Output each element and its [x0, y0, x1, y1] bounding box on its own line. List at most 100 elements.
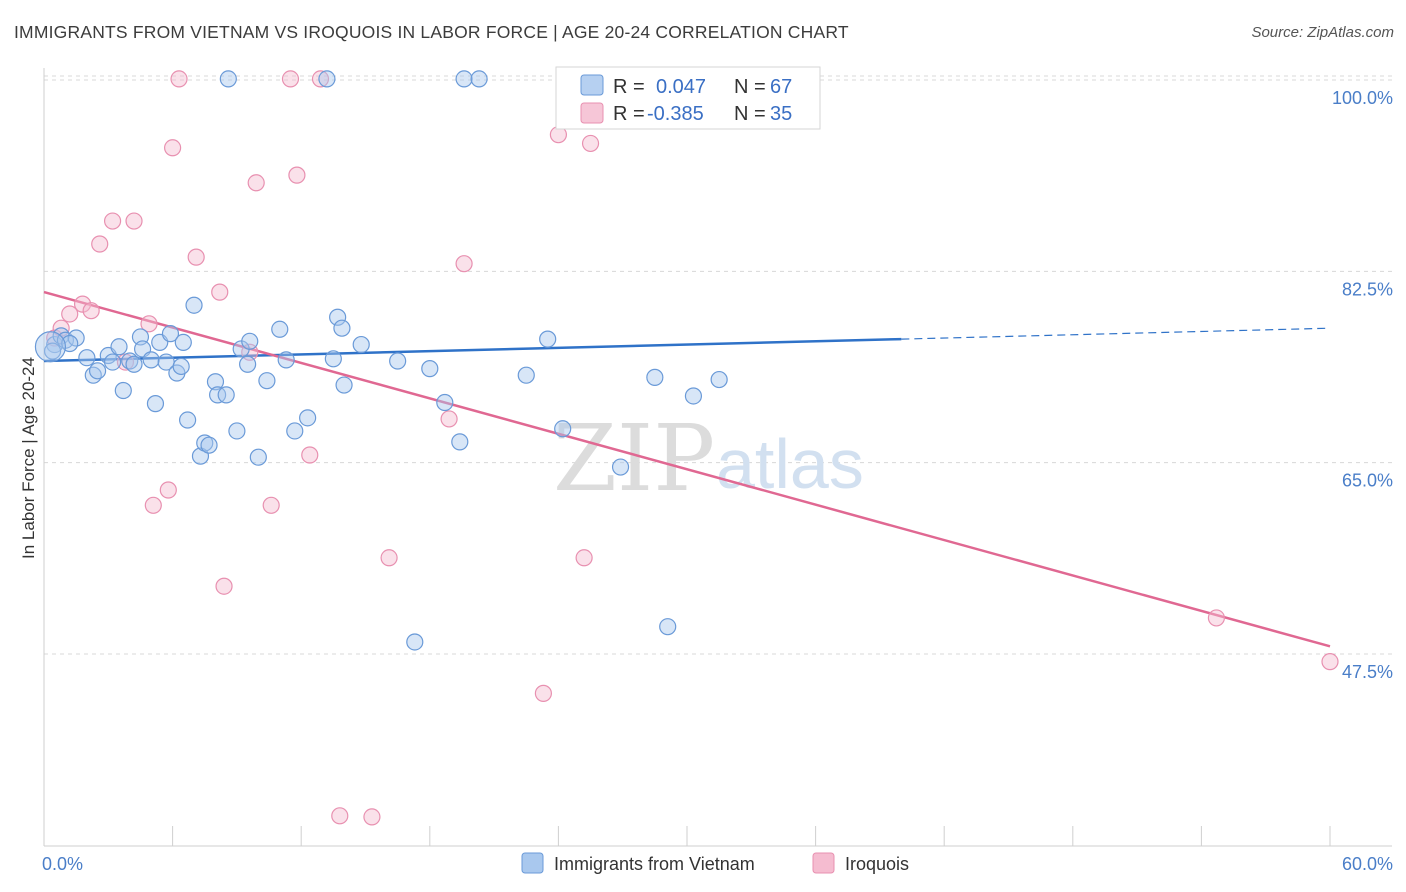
point-vietnam-57	[684, 387, 703, 405]
point-iroquois-23	[311, 70, 330, 88]
point-vietnam-28	[206, 373, 225, 391]
point-iroquois-34	[1321, 653, 1339, 671]
point-vietnam-21	[172, 357, 190, 376]
point-vietnam-65	[43, 342, 62, 360]
legend-label-vietnam[interactable]: Immigrants from Vietnam	[554, 854, 755, 874]
point-iroquois-16	[215, 577, 233, 595]
point-iroquois-26	[380, 549, 398, 567]
stats-r-value-vietnam: 0.047	[656, 76, 706, 98]
point-iroquois-28	[455, 255, 473, 273]
point-vietnam-42	[329, 308, 347, 326]
stats-r-label-iroquois: R =	[613, 103, 645, 125]
stats-swatch-iroquois	[580, 102, 604, 124]
point-iroquois-29	[534, 684, 552, 702]
point-vietnam-56	[659, 618, 677, 636]
point-vietnam-22	[174, 333, 192, 351]
x-tick-label-1: 60.0%	[1342, 854, 1393, 874]
point-vietnam-cluster	[34, 331, 67, 363]
tick-labels: 47.5% 65.0% 82.5% 100.0% 0.0% 60.0%	[42, 88, 1393, 874]
point-vietnam-27	[200, 436, 218, 454]
axes	[43, 68, 1392, 847]
point-vietnam-35	[249, 448, 267, 466]
point-vietnam-51	[517, 366, 535, 384]
point-vietnam-19	[161, 325, 180, 343]
y-tick-label-2: 82.5%	[1342, 279, 1393, 299]
point-vietnam-9	[110, 338, 128, 356]
stats-n-value-iroquois: 35	[770, 103, 792, 125]
chart-source: Source: ZipAtlas.com	[1251, 24, 1394, 41]
point-iroquois-19	[262, 496, 280, 514]
point-vietnam-4	[78, 349, 96, 367]
point-iroquois-8	[125, 212, 143, 230]
legend-swatch-vietnam[interactable]	[521, 852, 544, 874]
point-vietnam-31	[228, 422, 246, 440]
point-vietnam-36	[258, 372, 276, 390]
point-iroquois-14	[187, 248, 205, 266]
point-vietnam-62	[470, 70, 488, 88]
point-iroquois-25	[363, 808, 381, 826]
point-vietnam-24	[185, 296, 203, 314]
point-vietnam-52	[539, 330, 557, 348]
stats-swatch-vietnam	[580, 74, 604, 96]
point-iroquois-9	[140, 315, 158, 333]
y-tick-label-1: 65.0%	[1342, 471, 1393, 491]
stats-r-value-iroquois: -0.385	[647, 103, 704, 125]
point-vietnam-53	[554, 420, 572, 438]
point-iroquois-6	[103, 212, 122, 230]
y-tick-label-0: 47.5%	[1342, 662, 1393, 682]
point-iroquois-5	[91, 235, 109, 253]
point-iroquois-21	[288, 166, 306, 184]
point-vietnam-47	[406, 633, 424, 651]
point-vietnam-8	[103, 353, 122, 371]
point-iroquois-2	[61, 305, 79, 323]
trend-line-vietnam	[43, 337, 902, 363]
stats-n-value-vietnam: 67	[770, 76, 792, 98]
legend: Immigrants from Vietnam Iroquois	[521, 852, 909, 874]
trend-line-vietnam-projection	[901, 327, 1331, 340]
point-vietnam-50	[451, 433, 469, 451]
point-vietnam-60	[318, 70, 336, 88]
y-tick-label-3: 100.0%	[1332, 88, 1393, 108]
point-iroquois-4	[82, 302, 100, 320]
point-iroquois-24	[331, 807, 349, 825]
legend-swatch-iroquois[interactable]	[812, 852, 835, 874]
point-vietnam-15	[142, 351, 160, 369]
point-vietnam-33	[239, 355, 257, 373]
stats-r-label-vietnam: R =	[613, 76, 645, 98]
point-iroquois-22	[301, 446, 319, 464]
point-vietnam-55	[646, 368, 664, 386]
point-vietnam-16	[146, 395, 165, 413]
stats-box: R = 0.047 N = 67 R = -0.385 N = 35	[555, 66, 821, 130]
point-vietnam-58	[710, 370, 728, 389]
point-vietnam-41	[324, 350, 342, 368]
watermark-zip: ZIP	[553, 405, 715, 512]
watermark-atlas: atlas	[716, 425, 864, 503]
point-vietnam-0	[46, 335, 64, 354]
point-iroquois-18	[247, 174, 265, 192]
point-iroquois-15	[211, 283, 229, 301]
trend-line-iroquois	[43, 290, 1331, 648]
point-vietnam-30	[217, 386, 235, 404]
point-vietnam-40	[299, 409, 317, 427]
point-iroquois-27	[440, 410, 458, 428]
watermark: ZIP atlas	[553, 405, 864, 512]
point-vietnam-38	[277, 351, 295, 369]
point-iroquois-33	[1207, 609, 1226, 627]
point-iroquois-10	[144, 496, 162, 514]
point-iroquois-20	[281, 70, 300, 88]
y-axis-title: In Labor Force | Age 20-24	[19, 357, 38, 559]
x-tick-label-0: 0.0%	[42, 854, 83, 874]
trend-lines	[43, 290, 1331, 648]
point-vietnam-23	[179, 411, 197, 429]
legend-label-iroquois[interactable]: Iroquois	[845, 854, 909, 874]
point-vietnam-10	[114, 381, 132, 400]
point-vietnam-44	[335, 376, 353, 394]
point-vietnam-59	[219, 70, 237, 88]
point-vietnam-45	[352, 335, 370, 354]
point-iroquois-11	[159, 481, 177, 499]
point-vietnam-37	[271, 320, 289, 338]
point-vietnam-43	[333, 319, 351, 337]
point-vietnam-6	[88, 362, 107, 380]
point-iroquois-12	[164, 139, 182, 157]
